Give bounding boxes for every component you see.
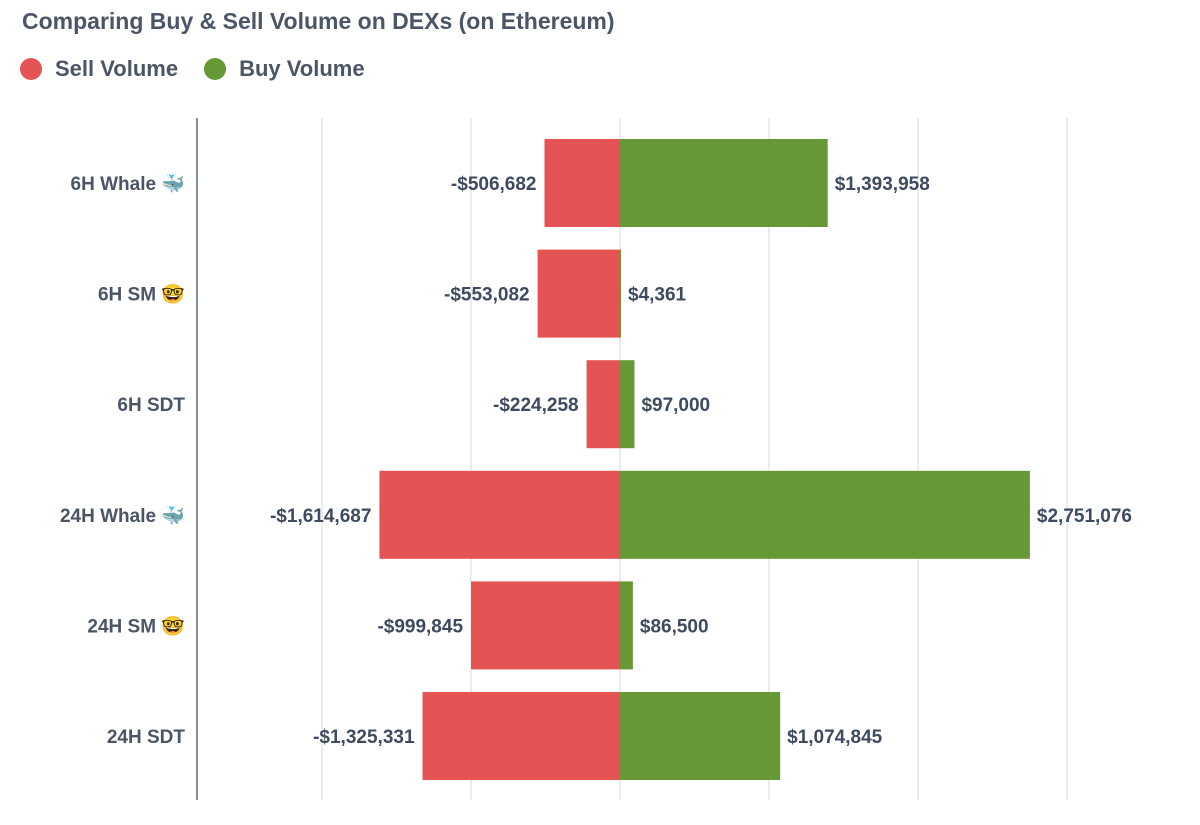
buy-value-label: $97,000 <box>641 395 710 416</box>
buy-value-label: $1,074,845 <box>787 727 883 748</box>
buy-bar[interactable] <box>620 360 635 449</box>
sell-value-label: -$999,845 <box>377 616 463 637</box>
category-label: 24H Whale 🐳 <box>60 505 185 527</box>
buy-bar[interactable] <box>620 249 621 338</box>
sell-value-label: -$1,614,687 <box>270 506 371 527</box>
legend-item-sell[interactable]: Sell Volume <box>20 56 178 82</box>
sell-bar[interactable] <box>537 249 620 338</box>
category-label: 24H SDT <box>107 727 186 748</box>
sell-value-label: -$553,082 <box>444 285 530 306</box>
sell-bar[interactable] <box>586 360 620 449</box>
legend-item-buy[interactable]: Buy Volume <box>204 56 365 82</box>
legend-swatch-buy <box>204 58 227 80</box>
sell-bar[interactable] <box>422 692 620 780</box>
buy-bar[interactable] <box>620 470 1030 559</box>
buy-value-label: $1,393,958 <box>835 174 930 195</box>
buy-value-label: $2,751,076 <box>1037 506 1132 527</box>
category-label: 6H Whale 🐳 <box>71 173 185 195</box>
sell-bar[interactable] <box>471 581 620 670</box>
legend-label-sell: Sell Volume <box>55 56 179 81</box>
category-label: 24H SM 🤓 <box>87 615 185 637</box>
buy-bar[interactable] <box>620 139 828 227</box>
sell-value-label: -$1,325,331 <box>313 727 415 748</box>
sell-bar[interactable] <box>544 139 620 227</box>
buy-bar[interactable] <box>620 692 781 780</box>
legend-label-buy: Buy Volume <box>239 56 365 81</box>
sell-value-label: -$224,258 <box>493 395 579 416</box>
buy-bar[interactable] <box>620 581 633 670</box>
sell-bar[interactable] <box>379 470 620 559</box>
buy-value-label: $86,500 <box>640 616 709 637</box>
sell-value-label: -$506,682 <box>451 174 537 195</box>
legend: Sell Volume Buy Volume <box>20 56 365 82</box>
legend-swatch-sell <box>20 58 42 80</box>
chart-title: Comparing Buy & Sell Volume on DEXs (on … <box>22 8 615 34</box>
category-label: 6H SDT <box>117 395 185 416</box>
buy-value-label: $4,361 <box>628 285 687 306</box>
category-label: 6H SM 🤓 <box>98 284 185 306</box>
